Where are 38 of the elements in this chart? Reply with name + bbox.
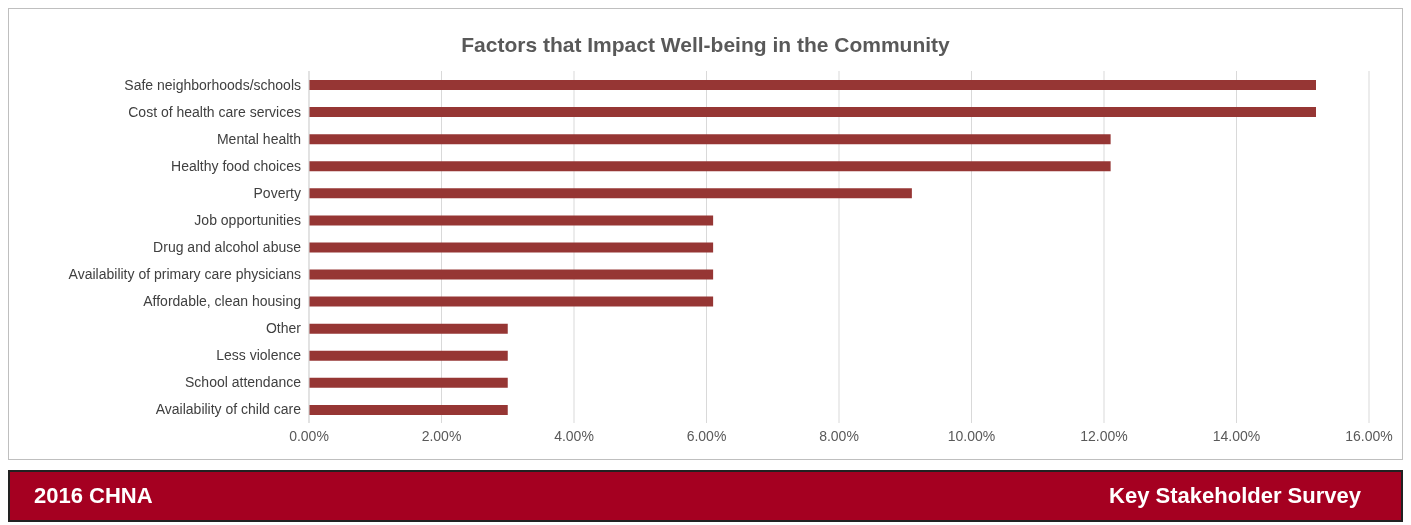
bar bbox=[309, 242, 714, 253]
x-tick-label: 2.00% bbox=[421, 427, 462, 444]
bar bbox=[309, 215, 714, 226]
x-tick-label: 8.00% bbox=[819, 427, 859, 444]
bar bbox=[309, 377, 508, 388]
y-tick-label: Safe neighborhoods/schools bbox=[124, 76, 301, 93]
text: 2016 CHNA bbox=[34, 483, 153, 509]
x-tick-label: 12.00% bbox=[1080, 427, 1128, 444]
bar bbox=[309, 107, 1316, 118]
y-tick-label: Poverty bbox=[253, 184, 301, 201]
chart-title: Factors that Impact Well-being in the Community bbox=[460, 33, 951, 58]
bar bbox=[309, 404, 508, 415]
x-tick-label: 10.00% bbox=[947, 427, 996, 444]
bar bbox=[309, 161, 1111, 172]
x-tick-label: 4.00% bbox=[554, 427, 594, 444]
y-tick-label: Availability of child care bbox=[155, 401, 302, 418]
bar bbox=[309, 350, 508, 361]
y-tick-label: Drug and alcohol abuse bbox=[153, 238, 302, 255]
y-tick-label: Healthy food choices bbox=[171, 157, 301, 174]
y-tick-label: Affordable, clean housing bbox=[143, 293, 301, 310]
bar bbox=[309, 188, 912, 199]
bar bbox=[309, 296, 714, 307]
x-tick-label: 14.00% bbox=[1212, 427, 1261, 444]
bar bbox=[309, 80, 1316, 90]
y-tick-label: Less violence bbox=[216, 347, 302, 364]
y-tick-label: School attendance bbox=[185, 374, 302, 391]
text: Key Stakeholder Survey bbox=[1109, 483, 1361, 509]
x-tick-label: 16.00% bbox=[1345, 427, 1393, 444]
y-tick-label: Mental health bbox=[216, 130, 301, 147]
bar bbox=[309, 323, 508, 334]
x-tick-label: 6.00% bbox=[686, 427, 727, 444]
x-tick-label: 0.00% bbox=[289, 427, 329, 444]
y-tick-label: Availability of primary care physicians bbox=[68, 266, 301, 283]
y-tick-label: Cost of health care services bbox=[128, 103, 301, 120]
bar bbox=[309, 269, 714, 280]
bar bbox=[309, 134, 1111, 145]
y-tick-label: Other bbox=[265, 320, 302, 337]
y-tick-label: Job opportunities bbox=[194, 211, 301, 228]
